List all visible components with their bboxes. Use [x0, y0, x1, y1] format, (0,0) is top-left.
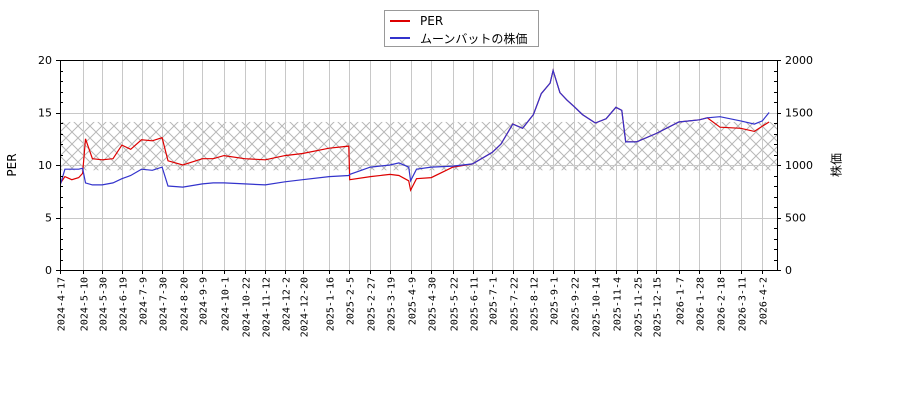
svg-text:2024-10-1: 2024-10-1: [221, 277, 232, 331]
svg-text:2026-1-28: 2026-1-28: [696, 277, 707, 331]
legend-swatch-per: [390, 20, 410, 22]
svg-text:500: 500: [785, 212, 806, 225]
svg-text:2024-12-20: 2024-12-20: [300, 277, 311, 337]
svg-text:2025-11-4: 2025-11-4: [613, 277, 624, 331]
svg-text:2026-3-11: 2026-3-11: [738, 277, 749, 331]
legend-swatch-stock-price: [390, 37, 410, 39]
svg-text:2025-9-1: 2025-9-1: [550, 277, 561, 325]
svg-text:2024-5-10: 2024-5-10: [80, 277, 91, 331]
svg-text:2025-3-19: 2025-3-19: [387, 277, 398, 331]
legend: PER ムーンバットの株価: [384, 10, 539, 47]
svg-text:2025-9-22: 2025-9-22: [571, 277, 582, 331]
svg-text:2026-2-18: 2026-2-18: [717, 277, 728, 331]
svg-text:2025-11-25: 2025-11-25: [634, 277, 645, 337]
svg-text:1000: 1000: [785, 159, 813, 172]
svg-text:2024-10-22: 2024-10-22: [242, 277, 253, 337]
grid-lines: [60, 60, 777, 271]
svg-text:2025-8-12: 2025-8-12: [530, 277, 541, 331]
svg-text:2024-8-20: 2024-8-20: [180, 277, 191, 331]
legend-label-per: PER: [420, 14, 444, 28]
svg-text:2024-7-9: 2024-7-9: [139, 277, 150, 325]
svg-text:20: 20: [38, 54, 52, 67]
svg-text:15: 15: [38, 107, 52, 120]
svg-text:2024-7-30: 2024-7-30: [159, 277, 170, 331]
y-axis-right-label: 株価: [829, 152, 844, 178]
svg-text:2025-6-11: 2025-6-11: [470, 277, 481, 331]
svg-text:2024-5-30: 2024-5-30: [99, 277, 110, 331]
svg-text:1500: 1500: [785, 107, 813, 120]
svg-text:2025-4-9: 2025-4-9: [408, 277, 419, 325]
svg-text:2024-12-2: 2024-12-2: [282, 277, 293, 331]
svg-text:2025-10-14: 2025-10-14: [592, 277, 603, 337]
data-lines: [60, 68, 770, 192]
y-axis-left-label: PER: [5, 153, 19, 177]
svg-text:0: 0: [785, 264, 792, 277]
legend-item-stock-price: ムーンバットの株価: [390, 30, 527, 46]
svg-text:2025-4-30: 2025-4-30: [428, 277, 439, 331]
svg-text:2026-4-2: 2026-4-2: [759, 277, 770, 325]
svg-text:2000: 2000: [785, 54, 813, 67]
legend-label-stock-price: ムーンバットの株価: [420, 31, 528, 46]
shaded-range-band: [60, 121, 777, 171]
svg-text:2025-1-16: 2025-1-16: [326, 277, 337, 331]
svg-text:10: 10: [38, 159, 52, 172]
svg-text:2025-2-5: 2025-2-5: [346, 277, 357, 325]
legend-item-per: PER: [390, 13, 443, 29]
svg-text:2024-11-12: 2024-11-12: [262, 277, 273, 337]
axes: 0 5 10 15 20 0 500 1000 1500 2000 2024-4-17 2024-5-…: [38, 54, 813, 337]
svg-text:2025-7-1: 2025-7-1: [489, 277, 500, 325]
svg-text:2025-5-22: 2025-5-22: [450, 277, 461, 331]
svg-text:2025-2-27: 2025-2-27: [367, 277, 378, 331]
svg-text:2025-7-22: 2025-7-22: [510, 277, 521, 331]
svg-text:0: 0: [45, 264, 52, 277]
svg-text:2026-1-7: 2026-1-7: [676, 277, 687, 325]
svg-text:5: 5: [45, 212, 52, 225]
svg-text:2024-4-17: 2024-4-17: [57, 277, 68, 331]
svg-text:2025-12-15: 2025-12-15: [653, 277, 664, 337]
svg-text:2024-6-19: 2024-6-19: [119, 277, 130, 331]
svg-text:2024-9-9: 2024-9-9: [199, 277, 210, 325]
